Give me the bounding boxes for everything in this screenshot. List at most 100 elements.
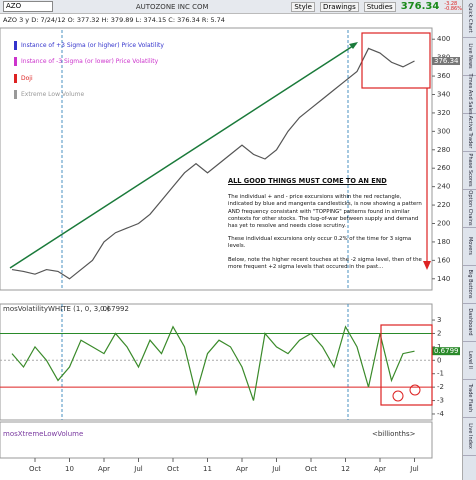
side-tab-label: Big Buttons xyxy=(467,269,473,299)
side-tab[interactable]: Dashboard xyxy=(463,304,476,342)
x-tick-label: Jul xyxy=(409,465,419,473)
x-tick-label: Jul xyxy=(271,465,281,473)
symbol-input[interactable]: AZO xyxy=(3,1,53,12)
volume-units: <billionths> xyxy=(372,430,416,438)
arrow-head xyxy=(349,42,358,49)
side-tab[interactable]: Live Index xyxy=(463,418,476,456)
side-tab[interactable]: Phase Scores xyxy=(463,152,476,190)
y-tick-label: 180 xyxy=(437,238,450,246)
last-price: 376.34 xyxy=(400,1,440,12)
legend-label: Doji xyxy=(21,74,33,82)
indicator-panel xyxy=(0,303,433,421)
annotation-text: Below, note the higher recent touches at… xyxy=(228,256,422,270)
side-tab-label: Phase Scores xyxy=(467,153,473,187)
legend-item: Instance of -3 Sigma (or lower) Price Vo… xyxy=(14,54,164,71)
studies-button[interactable]: Studies xyxy=(363,1,396,12)
arrow-head xyxy=(423,261,431,270)
x-tick-label: 11 xyxy=(203,465,212,473)
legend-swatch xyxy=(14,57,17,67)
last-value-label: 376.34 xyxy=(434,57,459,65)
indicator-readout: 0.67992 xyxy=(100,305,129,313)
side-tab-label: Live Index xyxy=(467,423,473,449)
last-value-tag xyxy=(432,347,460,356)
x-tick-label: Jul xyxy=(133,465,143,473)
side-tab-label: Times And Sales xyxy=(467,73,473,115)
legend-swatch xyxy=(14,73,17,83)
quote-line: AZO 3 y D: 7/24/12 O: 377.32 H: 379.89 L… xyxy=(3,16,225,24)
side-tab[interactable]: Movers xyxy=(463,228,476,266)
x-tick-label: 10 xyxy=(65,465,74,473)
x-tick-label: Oct xyxy=(29,465,41,473)
side-tab[interactable]: Option Chains xyxy=(463,190,476,228)
indicator-title: mosVolatilityWHITE (1, 0, 3, 0) xyxy=(3,305,110,313)
side-tab[interactable]: Quick Chart xyxy=(463,0,476,38)
y-tick-label: 3 xyxy=(437,316,441,324)
annotation-text: The individual + and - price excursions … xyxy=(228,194,422,230)
y-tick-label: 1 xyxy=(437,343,441,351)
legend-item: Instance of +3 Sigma (or higher) Price V… xyxy=(14,37,164,54)
side-tab[interactable]: Big Buttons xyxy=(463,266,476,304)
x-tick-label: Oct xyxy=(167,465,179,473)
side-tab-label: Level II xyxy=(467,351,473,369)
y-tick-label: 220 xyxy=(437,201,450,209)
y-tick-label: 200 xyxy=(437,220,450,228)
last-value-tag xyxy=(432,57,460,66)
y-tick-label: -4 xyxy=(437,410,445,418)
change-box: -3.28 -0.86% xyxy=(444,0,462,12)
y-tick-label: 300 xyxy=(437,127,450,135)
annotation: ALL GOOD THINGS MUST COME TO AN END The … xyxy=(228,177,426,277)
y-tick-label: 340 xyxy=(437,91,450,99)
annotation-text: These individual excursions only occur 0… xyxy=(228,236,412,250)
side-tab[interactable]: Trade Flash xyxy=(463,380,476,418)
y-tick-label: -2 xyxy=(437,383,444,391)
annotation-title: ALL GOOD THINGS MUST COME TO AN END xyxy=(228,177,387,185)
drawings-button[interactable]: Drawings xyxy=(319,1,359,12)
side-tab[interactable]: Times And Sales xyxy=(463,73,476,115)
legend-item: Extreme Low Volume xyxy=(14,87,164,104)
side-tab-label: Movers xyxy=(467,236,473,256)
highlight-circle xyxy=(409,384,421,396)
last-value-label: 0.6799 xyxy=(434,347,459,355)
legend-label: Extreme Low Volume xyxy=(21,91,85,99)
side-tab-label: Trade Flash xyxy=(467,383,473,413)
style-button[interactable]: Style xyxy=(291,1,315,12)
y-tick-label: -3 xyxy=(437,397,444,405)
x-tick-label: Apr xyxy=(374,465,386,473)
legend-label: Instance of -3 Sigma (or lower) Price Vo… xyxy=(21,58,159,66)
price-panel xyxy=(0,27,433,291)
volume-panel xyxy=(0,421,433,459)
x-tick-label: Apr xyxy=(98,465,110,473)
highlight-box xyxy=(380,324,433,406)
x-tick-label: Apr xyxy=(236,465,248,473)
y-tick-label: -1 xyxy=(437,370,444,378)
x-tick-label: Oct xyxy=(305,465,317,473)
legend-swatch xyxy=(14,90,17,100)
change: -3.28 xyxy=(444,0,458,7)
y-tick-label: 240 xyxy=(437,183,450,191)
side-tab-label: Dashboard xyxy=(467,308,473,336)
legend: Instance of +3 Sigma (or higher) Price V… xyxy=(14,37,164,103)
company-name: AUTOZONE INC COM xyxy=(135,2,209,11)
toolbar: AZO AUTOZONE INC COM Style Drawings Stud… xyxy=(0,0,462,14)
side-tab-label: Option Chains xyxy=(467,190,473,226)
trend-arrow xyxy=(9,43,357,269)
side-tab-label: Live News xyxy=(467,43,473,69)
y-tick-label: 0 xyxy=(437,356,441,364)
y-tick-label: 400 xyxy=(437,35,450,43)
data-line xyxy=(11,47,415,280)
side-tab[interactable]: Active Trader xyxy=(463,114,476,152)
side-tab[interactable]: Level II xyxy=(463,342,476,380)
volume-title: mosXtremeLowVolume xyxy=(3,430,83,438)
y-tick-label: 360 xyxy=(437,72,450,80)
y-tick-label: 2 xyxy=(437,329,441,337)
side-tab-label: Quick Chart xyxy=(467,3,473,33)
y-tick-label: 320 xyxy=(437,109,450,117)
change-percent: -0.86% xyxy=(444,5,462,12)
data-line xyxy=(11,325,415,401)
side-tab-label: Active Trader xyxy=(467,115,473,149)
side-tab[interactable]: Live News xyxy=(463,38,476,76)
side-tabs: Quick Chart Live News Times And Sales Activ… xyxy=(462,0,476,480)
y-tick-label: 260 xyxy=(437,164,450,172)
